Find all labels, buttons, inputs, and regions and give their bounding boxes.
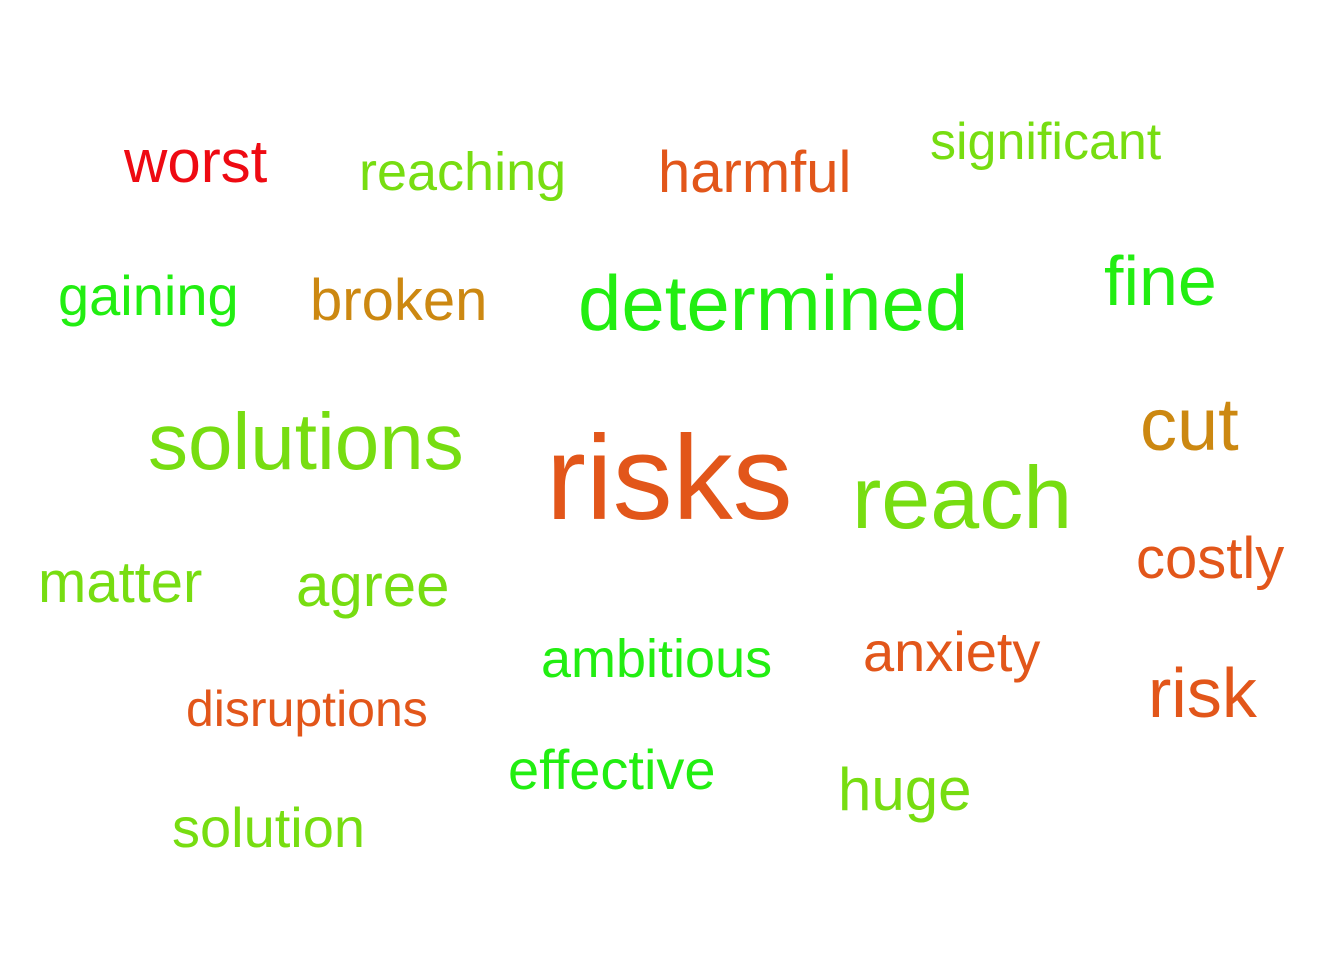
word-reach: reach (852, 448, 1073, 547)
word-costly: costly (1136, 526, 1285, 591)
word-huge: huge (838, 756, 972, 823)
word-effective: effective (508, 738, 716, 801)
word-gaining: gaining (58, 264, 239, 327)
word-determined: determined (578, 259, 969, 347)
word-anxiety: anxiety (863, 620, 1041, 683)
word-harmful: harmful (658, 140, 852, 205)
word-solutions: solutions (148, 397, 464, 486)
word-disruptions: disruptions (186, 681, 428, 737)
word-reaching: reaching (359, 142, 567, 202)
word-risks: risks (546, 411, 793, 545)
word-significant: significant (930, 113, 1162, 171)
word-broken: broken (310, 268, 488, 333)
word-worst: worst (124, 128, 268, 195)
word-fine: fine (1104, 242, 1217, 320)
word-cut: cut (1140, 383, 1239, 466)
word-solution: solution (172, 796, 366, 859)
word-ambitious: ambitious (541, 629, 773, 689)
word-risk: risk (1148, 654, 1257, 732)
word-matter: matter (38, 550, 203, 615)
word-agree: agree (296, 552, 450, 619)
